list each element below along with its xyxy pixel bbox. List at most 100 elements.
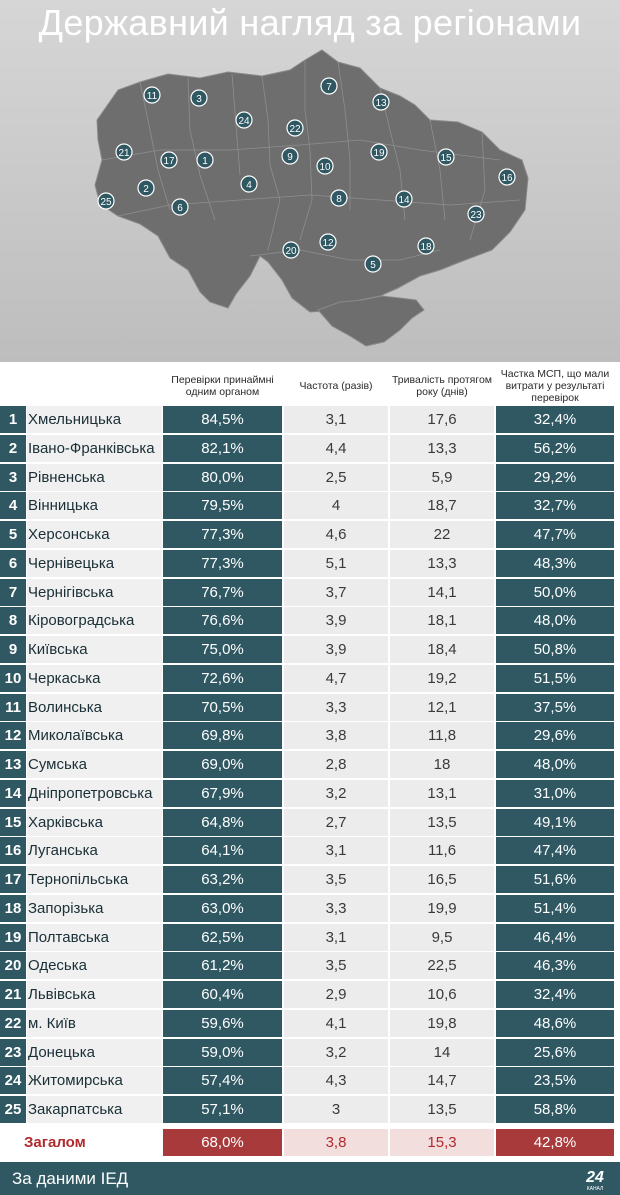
map-marker-circle [137, 179, 155, 197]
checked-cell: 69,0% [163, 751, 282, 778]
rank-cell: 22 [0, 1009, 26, 1037]
table-header: Перевірки принаймні одним органом Частот… [0, 366, 620, 406]
share-cell: 29,2% [496, 463, 614, 491]
table-row: 2 Івано-Франківська 82,1% 4,4 13,3 56,2% [0, 434, 620, 462]
share-cell: 31,0% [496, 779, 614, 807]
share-cell: 46,3% [496, 952, 614, 980]
duration-cell: 18,1 [390, 607, 494, 635]
table-row: 18 Запорізька 63,0% 3,3 19,9 51,4% [0, 894, 620, 922]
region-cell: Київська [27, 636, 162, 663]
duration-cell: 11,8 [390, 722, 494, 750]
checked-cell: 77,3% [163, 521, 282, 548]
region-cell: Чернігівська [27, 578, 162, 606]
map-region-marker: 17 [160, 151, 178, 169]
table-row: 8 Кіровоградська 76,6% 3,9 18,1 48,0% [0, 607, 620, 635]
frequency-cell: 3,3 [284, 894, 388, 922]
checked-cell: 67,9% [163, 779, 282, 807]
region-cell: Дніпропетровська [27, 779, 162, 807]
duration-cell: 14 [390, 1038, 494, 1066]
source-note: За даними ІЕД [12, 1168, 129, 1188]
map-region-marker: 15 [437, 148, 455, 166]
map-region-marker: 18 [417, 237, 435, 255]
duration-cell: 9,5 [390, 923, 494, 951]
duration-cell: 11,6 [390, 837, 494, 865]
map-marker-label: 15 [440, 153, 452, 164]
map-marker-label: 8 [336, 194, 342, 205]
map-marker-label: 14 [398, 195, 410, 206]
total-frequency: 3,8 [284, 1129, 388, 1156]
checked-cell: 62,5% [163, 923, 282, 951]
frequency-cell: 4 [284, 492, 388, 520]
rank-cell: 21 [0, 981, 26, 1008]
region-cell: Закарпатська [27, 1096, 162, 1123]
map-marker-circle [316, 157, 334, 175]
table-row: 25 Закарпатська 57,1% 3 13,5 58,8% [0, 1096, 620, 1123]
map-marker-circle [143, 86, 161, 104]
footer: За даними ІЕД 24 КАНАЛ [0, 1162, 620, 1195]
region-cell: Чернівецька [27, 549, 162, 577]
total-row: Загалом 68,0% 3,8 15,3 42,8% [0, 1129, 620, 1156]
duration-cell: 14,7 [390, 1067, 494, 1095]
checked-cell: 84,5% [163, 406, 282, 433]
share-cell: 58,8% [496, 1096, 614, 1123]
map-marker-circle [330, 189, 348, 207]
map-marker-circle [364, 255, 382, 273]
checked-cell: 64,8% [163, 808, 282, 836]
checked-cell: 57,1% [163, 1096, 282, 1123]
checked-cell: 76,7% [163, 578, 282, 606]
duration-cell: 13,5 [390, 1096, 494, 1123]
map-marker-label: 25 [100, 197, 112, 208]
rank-cell: 23 [0, 1038, 26, 1066]
map-marker-circle [282, 241, 300, 259]
region-cell: Вінницька [27, 492, 162, 520]
frequency-cell: 3,5 [284, 866, 388, 893]
table-row: 9 Київська 75,0% 3,9 18,4 50,8% [0, 636, 620, 663]
map-marker-circle [190, 89, 208, 107]
duration-cell: 18 [390, 751, 494, 778]
frequency-cell: 3,9 [284, 636, 388, 663]
map-region-marker: 11 [143, 86, 161, 104]
checked-cell: 75,0% [163, 636, 282, 663]
map-marker-label: 22 [289, 124, 301, 135]
rank-cell: 12 [0, 722, 26, 750]
checked-cell: 79,5% [163, 492, 282, 520]
map-marker-label: 12 [322, 238, 334, 249]
frequency-cell: 4,6 [284, 521, 388, 548]
map-marker-circle [372, 93, 390, 111]
share-cell: 23,5% [496, 1067, 614, 1095]
map-region-marker: 25 [97, 192, 115, 210]
map-marker-label: 11 [147, 91, 158, 102]
region-cell: Львівська [27, 981, 162, 1008]
map-marker-circle [395, 190, 413, 208]
total-share: 42,8% [496, 1129, 614, 1156]
page-title: Державний нагляд за регіонами [38, 2, 582, 43]
map-marker-circle [286, 119, 304, 137]
duration-cell: 13,1 [390, 779, 494, 807]
region-cell: Тернопільська [27, 866, 162, 893]
frequency-cell: 4,3 [284, 1067, 388, 1095]
duration-cell: 19,9 [390, 894, 494, 922]
table-row: 4 Вінницька 79,5% 4 18,7 32,7% [0, 492, 620, 520]
map-marker-circle [498, 168, 516, 186]
region-cell: Волинська [27, 693, 162, 721]
share-cell: 50,8% [496, 636, 614, 663]
rank-cell: 9 [0, 636, 26, 663]
share-cell: 48,3% [496, 549, 614, 577]
share-cell: 47,4% [496, 837, 614, 865]
map-region-marker: 21 [115, 143, 133, 161]
table-row: 19 Полтавська 62,5% 3,1 9,5 46,4% [0, 923, 620, 951]
duration-cell: 14,1 [390, 578, 494, 606]
map-marker-label: 3 [196, 94, 202, 105]
map-region-marker: 5 [364, 255, 382, 273]
checked-cell: 76,6% [163, 607, 282, 635]
map-region-marker: 10 [316, 157, 334, 175]
frequency-cell: 4,1 [284, 1009, 388, 1037]
map-marker-circle [160, 151, 178, 169]
rank-cell: 6 [0, 549, 26, 577]
share-cell: 51,4% [496, 894, 614, 922]
checked-cell: 59,6% [163, 1009, 282, 1037]
duration-cell: 13,5 [390, 808, 494, 836]
map-marker-label: 24 [238, 116, 250, 127]
share-cell: 48,6% [496, 1009, 614, 1037]
